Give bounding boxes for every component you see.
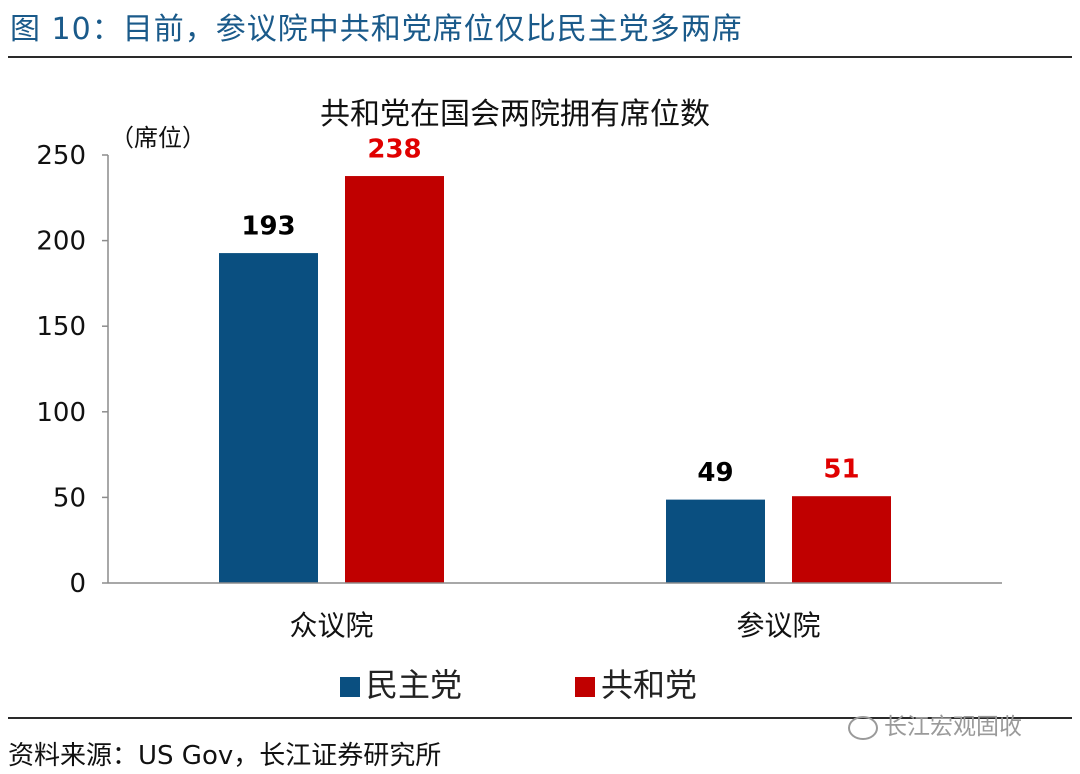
figure-title: 图 10：目前，参议院中共和党席位仅比民主党多两席 — [10, 12, 743, 47]
chart-title: 共和党在国会两院拥有席位数 — [320, 97, 710, 132]
bar-democrat — [218, 252, 319, 584]
y-axis-label: （席位） — [110, 124, 206, 152]
data-label: 193 — [241, 212, 295, 242]
legend-label-republican: 共和党 — [601, 666, 698, 704]
y-axis: 0 50 100 150 200 250 — [36, 141, 108, 599]
x-tick-label: 参议院 — [736, 609, 820, 642]
bar-chart: 共和党在国会两院拥有席位数 （席位） 0 50 100 150 200 250 193 23… — [36, 97, 1002, 642]
y-tick-label: 50 — [53, 483, 86, 513]
bars-group: 193 238 49 51 — [218, 135, 892, 584]
x-tick-label: 众议院 — [289, 609, 373, 642]
wechat-icon — [848, 715, 878, 740]
data-label: 238 — [367, 135, 421, 165]
legend-item-democrat: 民主党 — [340, 660, 462, 706]
top-divider — [8, 56, 1072, 58]
legend-label-democrat: 民主党 — [366, 666, 463, 704]
legend-item-republican: 共和党 — [575, 660, 697, 706]
y-tick-label: 150 — [36, 312, 86, 342]
y-tick-label: 100 — [36, 398, 86, 428]
data-label: 51 — [823, 455, 859, 485]
watermark-text: 长江宏观固收 — [884, 714, 1022, 740]
bar-republican — [344, 175, 445, 584]
bar-republican — [791, 495, 892, 584]
data-label: 49 — [697, 458, 733, 488]
bar-democrat — [665, 498, 766, 584]
y-tick-label: 200 — [36, 227, 86, 257]
legend-swatch-democrat — [340, 677, 360, 697]
x-axis: 众议院 参议院 — [289, 609, 820, 642]
bottom-divider — [8, 717, 1072, 719]
y-tick-label: 250 — [36, 141, 86, 171]
legend-swatch-republican — [575, 677, 595, 697]
source-note: 资料来源：US Gov，长江证券研究所 — [8, 741, 442, 771]
watermark: 长江宏观固收 — [848, 707, 1022, 741]
y-tick-label: 0 — [69, 569, 86, 599]
